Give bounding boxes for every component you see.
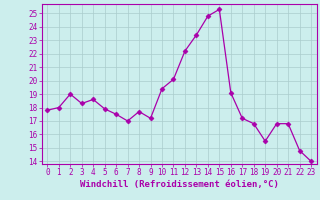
X-axis label: Windchill (Refroidissement éolien,°C): Windchill (Refroidissement éolien,°C) [80, 180, 279, 189]
